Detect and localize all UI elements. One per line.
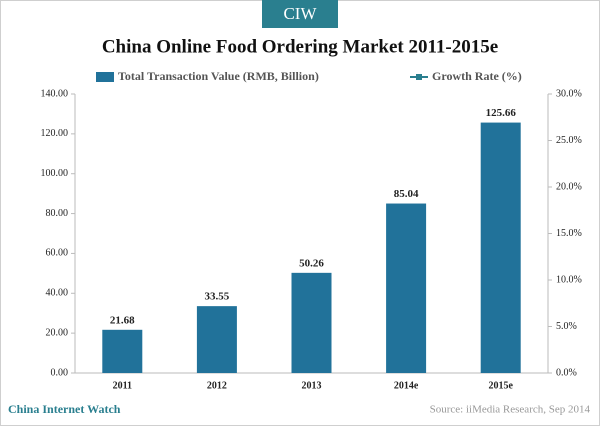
y-tick-label: 140.00	[41, 88, 69, 99]
y-tick-label: 120.00	[41, 128, 69, 139]
brand: China Internet Watch	[8, 402, 121, 416]
bar	[291, 272, 332, 373]
x-tick-label: 2012	[207, 380, 227, 391]
y2-tick-label: 30.0%	[556, 88, 582, 99]
y2-tick-label: 15.0%	[556, 228, 582, 239]
value-label: 21.68	[110, 314, 135, 326]
chart-title: China Online Food Ordering Market 2011-2…	[102, 36, 498, 57]
x-tick-label: 2011	[113, 380, 132, 391]
logo: CIW	[283, 4, 317, 23]
y2-tick-label: 0.0%	[556, 367, 577, 378]
x-tick-label: 2014e	[394, 380, 419, 391]
y2-tick-label: 5.0%	[556, 321, 577, 332]
x-tick-label: 2015e	[488, 380, 513, 391]
value-label: 85.04	[394, 188, 419, 200]
value-label: 33.55	[205, 291, 230, 303]
bar	[386, 203, 427, 373]
source: Source: iiMedia Research, Sep 2014	[430, 404, 591, 416]
logo-box	[262, 0, 338, 28]
legend-symbol	[416, 74, 422, 80]
y2-tick-label: 10.0%	[556, 274, 582, 285]
y2-tick-label: 25.0%	[556, 135, 582, 146]
value-label: 50.26	[299, 257, 324, 269]
y-tick-label: 40.00	[46, 288, 69, 299]
y2-tick-label: 20.0%	[556, 181, 582, 192]
legend-label: Total Transaction Value (RMB, Billion)	[118, 69, 319, 83]
value-label: 125.66	[486, 107, 517, 119]
y-tick-label: 60.00	[46, 248, 69, 259]
bar	[196, 306, 237, 373]
x-tick-label: 2013	[302, 380, 322, 391]
y-tick-label: 0.00	[51, 367, 69, 378]
bar	[102, 329, 143, 373]
y-tick-label: 100.00	[41, 168, 69, 179]
legend-symbol	[96, 72, 114, 82]
y-tick-label: 80.00	[46, 208, 69, 219]
legend-label: Growth Rate (%)	[432, 69, 522, 83]
bar	[480, 122, 521, 373]
y-tick-label: 20.00	[46, 327, 69, 338]
